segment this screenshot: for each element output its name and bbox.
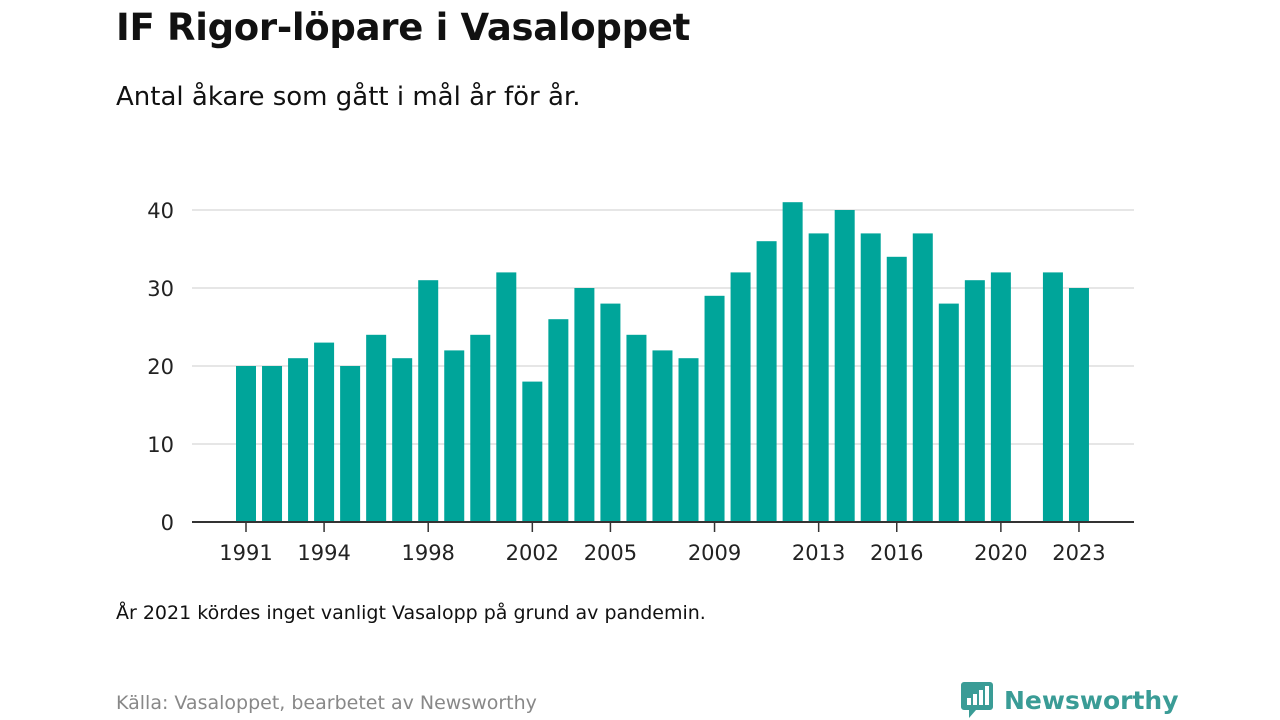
y-tick-label: 20 <box>147 355 174 379</box>
bar-chart: 0 10 20 30 40 1991 1994 1998 2002 2005 2009 2013 20… <box>147 199 1134 565</box>
bar-2007 <box>652 350 673 522</box>
bar-2013 <box>808 233 829 522</box>
bar-2019 <box>964 280 985 522</box>
source-credit: Källa: Vasaloppet, bearbetet av Newswort… <box>116 692 537 714</box>
bar-2011 <box>756 241 777 522</box>
x-axis-ticks: 1991 1994 1998 2002 2005 2009 2013 2016 2020 2023 <box>219 522 1106 565</box>
x-tick-label: 2013 <box>792 541 845 565</box>
x-tick-label: 2020 <box>974 541 1027 565</box>
bar-2018 <box>938 303 959 522</box>
bar-2016 <box>886 256 907 522</box>
bar-2020 <box>990 272 1011 522</box>
bar-2023 <box>1068 288 1089 522</box>
bars <box>236 202 1089 522</box>
x-tick-label: 2009 <box>688 541 741 565</box>
bar-2015 <box>860 233 881 522</box>
bar-2014 <box>834 210 855 522</box>
bar-2000 <box>470 334 491 522</box>
x-tick-label: 2023 <box>1052 541 1105 565</box>
bar-1998 <box>418 280 439 522</box>
bar-1995 <box>340 366 361 522</box>
chart-title: IF Rigor-löpare i Vasaloppet <box>116 6 690 49</box>
bar-2009 <box>704 295 725 522</box>
bar-2008 <box>678 358 699 522</box>
bar-2006 <box>626 334 647 522</box>
brand-logo: Newsworthy <box>960 680 1179 720</box>
bar-2002 <box>522 381 543 522</box>
bar-1999 <box>444 350 465 522</box>
bar-1992 <box>262 366 283 522</box>
bar-2022 <box>1042 272 1063 522</box>
x-tick-label: 1998 <box>401 541 454 565</box>
x-tick-label: 1991 <box>219 541 272 565</box>
bar-2010 <box>730 272 751 522</box>
x-tick-label: 2002 <box>506 541 559 565</box>
y-axis-labels: 0 10 20 30 40 <box>147 199 174 535</box>
bar-2017 <box>912 233 933 522</box>
chart-note: År 2021 kördes inget vanligt Vasalopp på… <box>116 602 706 624</box>
y-tick-label: 10 <box>147 433 174 457</box>
bar-1994 <box>314 342 335 522</box>
bar-1996 <box>366 334 387 522</box>
chart-subtitle: Antal åkare som gått i mål år för år. <box>116 82 581 112</box>
bar-1991 <box>236 366 256 522</box>
y-tick-label: 30 <box>147 277 174 301</box>
bar-2004 <box>574 288 595 522</box>
bar-1993 <box>288 358 309 522</box>
bar-2003 <box>548 319 569 522</box>
brand-name: Newsworthy <box>1004 685 1179 715</box>
y-tick-label: 0 <box>161 511 174 535</box>
x-tick-label: 1994 <box>297 541 350 565</box>
bar-1997 <box>392 358 413 522</box>
x-tick-label: 2016 <box>870 541 923 565</box>
bar-2012 <box>782 202 803 522</box>
bar-2005 <box>600 303 621 522</box>
y-tick-label: 40 <box>147 199 174 223</box>
newsworthy-logo-icon <box>961 682 993 718</box>
x-tick-label: 2005 <box>584 541 637 565</box>
bar-2001 <box>496 272 517 522</box>
